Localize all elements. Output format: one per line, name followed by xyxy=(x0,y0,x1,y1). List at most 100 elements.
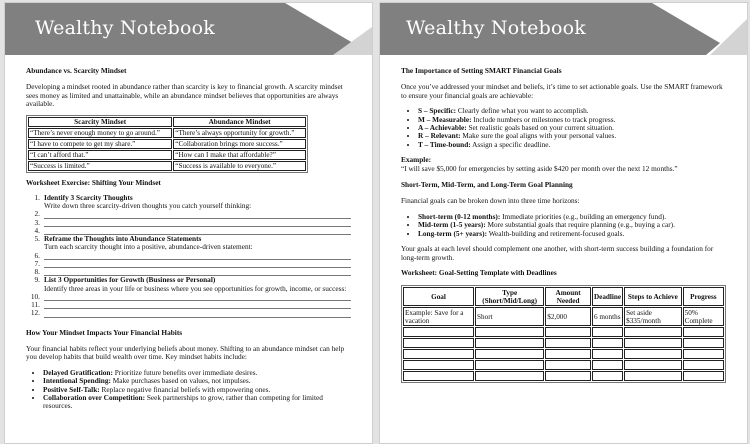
empty-cell[interactable] xyxy=(624,349,682,360)
answer-line[interactable] xyxy=(44,220,351,227)
empty-cell[interactable] xyxy=(545,338,591,349)
answer-line-row: 11. xyxy=(26,300,351,310)
paragraph: Your financial habits reflect your under… xyxy=(26,343,345,362)
table-cell: $2,000 xyxy=(545,307,591,327)
section-heading: Short-Term, Mid-Term, and Long-Term Goal… xyxy=(401,180,573,190)
answer-line[interactable] xyxy=(44,253,351,260)
answer-line-row: 10. xyxy=(26,291,351,302)
empty-cell[interactable] xyxy=(403,371,475,382)
item-label: Delayed Gratification: xyxy=(43,367,113,377)
exercise-item: 1. Identify 3 Scarcity Thoughts xyxy=(26,192,351,202)
empty-cell[interactable] xyxy=(403,360,475,371)
item-text: Prioritize future benefits over immediat… xyxy=(112,367,258,377)
table-cell: “There’s always opportunity for growth.” xyxy=(173,127,306,138)
paragraph: Your goals at each level should compleme… xyxy=(401,244,714,262)
empty-cell[interactable] xyxy=(475,338,545,349)
item-label: S – Specific: xyxy=(418,106,457,116)
exercise-list: 1. Identify 3 Scarcity Thoughts Write down… xyxy=(26,192,351,318)
empty-cell[interactable] xyxy=(403,349,475,360)
answer-line[interactable] xyxy=(44,294,351,302)
column-header: Deadline xyxy=(591,287,624,307)
exercise-item: 9. List 3 Opportunities for Growth (Busin… xyxy=(26,275,351,284)
answer-line[interactable] xyxy=(44,269,351,277)
answer-line[interactable] xyxy=(44,212,351,219)
list-item: Mid-term (1-5 years): More substantial g… xyxy=(418,221,726,229)
header-banner xyxy=(380,3,747,55)
empty-cell[interactable] xyxy=(475,360,545,371)
answer-line-row: 2. xyxy=(26,209,351,219)
empty-cell[interactable] xyxy=(403,327,475,338)
item-label: Short-term (0-12 months): xyxy=(418,211,501,221)
empty-cell[interactable] xyxy=(475,327,545,338)
smart-list: S – Specific: Clearly define what you wa… xyxy=(401,107,726,149)
line-number: 10. xyxy=(30,291,40,301)
empty-cell[interactable] xyxy=(682,371,724,382)
empty-cell[interactable] xyxy=(682,360,724,371)
column-header: Steps to Achieve xyxy=(624,287,682,307)
item-label: R – Relevant: xyxy=(418,131,461,141)
section-heading: How Your Mindset Impacts Your Financial … xyxy=(26,327,183,337)
answer-line[interactable] xyxy=(44,302,351,310)
answer-line[interactable] xyxy=(44,228,351,236)
section-heading: Worksheet Exercise: Shifting Your Mindse… xyxy=(26,177,161,187)
table-row: “I can’t afford that.” “How can I make th… xyxy=(28,149,306,160)
list-item: Intentional Spending: Make purchases bas… xyxy=(43,376,351,386)
item-text: Make purchases based on values, not impu… xyxy=(110,376,251,386)
item-label: A – Achievable: xyxy=(418,123,467,133)
answer-line-row: 8. xyxy=(26,267,351,277)
item-description: Identify three areas in your life or bus… xyxy=(44,283,347,293)
item-number: 5. xyxy=(34,233,40,243)
empty-cell[interactable] xyxy=(403,338,475,349)
header-title: Wealthy Notebook xyxy=(35,17,215,39)
empty-row xyxy=(403,327,724,338)
answer-line[interactable] xyxy=(44,261,351,269)
table-cell: “I have to compete to get my share.” xyxy=(28,138,173,149)
item-label: T – Time-bound: xyxy=(418,139,471,149)
list-item: Positive Self-Talk: Replace negative fin… xyxy=(43,384,351,394)
item-text: Wealth-building and retirement-focused g… xyxy=(487,228,625,238)
empty-cell[interactable] xyxy=(682,327,724,338)
item-text: Assign a specific deadline. xyxy=(470,139,551,149)
paragraph: Once you’ve addressed your mindset and b… xyxy=(401,82,723,100)
empty-cell[interactable] xyxy=(624,338,682,349)
empty-cell[interactable] xyxy=(591,360,624,371)
table-cell: 6 months xyxy=(591,307,624,327)
empty-cell[interactable] xyxy=(624,327,682,338)
empty-cell[interactable] xyxy=(545,349,591,360)
example-text: “I will save $5,000 for emergencies by s… xyxy=(401,163,678,173)
item-label: Positive Self-Talk: xyxy=(43,384,100,394)
page-left: Wealthy Notebook Abundance vs. Scarcity … xyxy=(4,2,373,444)
empty-row xyxy=(403,349,724,360)
empty-cell[interactable] xyxy=(545,327,591,338)
paragraph: Financial goals can be broken down into … xyxy=(401,196,580,206)
item-number: 1. xyxy=(34,192,40,202)
table-cell: “How can I make that affordable?” xyxy=(173,149,306,160)
goal-table: Goal Type (Short/Mid/Long) Amount Needed De… xyxy=(401,285,726,384)
answer-line-row: 6. xyxy=(26,251,351,260)
list-item: Long-term (5+ years): Wealth-building an… xyxy=(418,228,726,238)
column-header: Amount Needed xyxy=(545,287,591,307)
empty-cell[interactable] xyxy=(475,349,545,360)
list-item: S – Specific: Clearly define what you wa… xyxy=(418,107,726,115)
list-item: M – Measurable: Include numbers or miles… xyxy=(418,114,726,124)
empty-cell[interactable] xyxy=(624,360,682,371)
section-heading: The Importance of Setting SMART Financia… xyxy=(401,66,562,75)
empty-cell[interactable] xyxy=(591,338,624,349)
empty-cell[interactable] xyxy=(545,371,591,382)
empty-cell[interactable] xyxy=(591,349,624,360)
empty-cell[interactable] xyxy=(682,349,724,360)
empty-cell[interactable] xyxy=(682,338,724,349)
item-description: Write down three scarcity-driven thought… xyxy=(44,201,252,211)
empty-cell[interactable] xyxy=(545,360,591,371)
item-text: Replace negative financial beliefs with … xyxy=(99,384,271,394)
empty-cell[interactable] xyxy=(624,371,682,382)
empty-cell[interactable] xyxy=(591,371,624,382)
answer-line-row: 3. xyxy=(26,218,351,227)
answer-line[interactable] xyxy=(44,311,351,318)
table-cell: “There’s never enough money to go around… xyxy=(28,127,173,138)
item-text: Include numbers or milestones to track p… xyxy=(471,114,616,124)
answer-line-row: 4. xyxy=(26,226,351,236)
empty-cell[interactable] xyxy=(591,327,624,338)
item-title: Reframe the Thoughts into Abundance Stat… xyxy=(44,233,202,243)
empty-cell[interactable] xyxy=(475,371,545,382)
